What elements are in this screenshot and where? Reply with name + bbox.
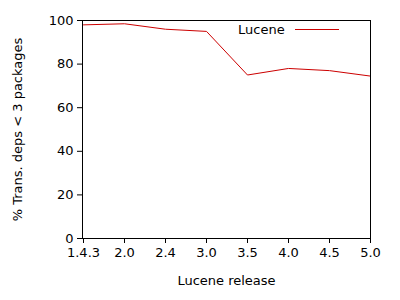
svg-text:20: 20 — [57, 187, 74, 202]
svg-text:Lucene release: Lucene release — [177, 273, 275, 288]
svg-text:% Trans. deps < 3 packages: % Trans. deps < 3 packages — [10, 37, 25, 221]
svg-text:5.0: 5.0 — [360, 245, 381, 260]
svg-text:0: 0 — [65, 231, 73, 246]
svg-text:4.5: 4.5 — [319, 245, 340, 260]
svg-text:60: 60 — [57, 100, 74, 115]
svg-text:1.4.3: 1.4.3 — [67, 245, 100, 260]
svg-text:100: 100 — [49, 13, 74, 28]
svg-text:80: 80 — [57, 56, 74, 71]
html-text:Lucene: Lucene — [238, 22, 285, 37]
svg-text:40: 40 — [57, 143, 74, 158]
svg-text:3.0: 3.0 — [196, 245, 217, 260]
svg-text:2.4: 2.4 — [155, 245, 176, 260]
svg-text:3.5: 3.5 — [237, 245, 258, 260]
svg-text:4.0: 4.0 — [278, 245, 299, 260]
svg-text:2.0: 2.0 — [114, 245, 135, 260]
